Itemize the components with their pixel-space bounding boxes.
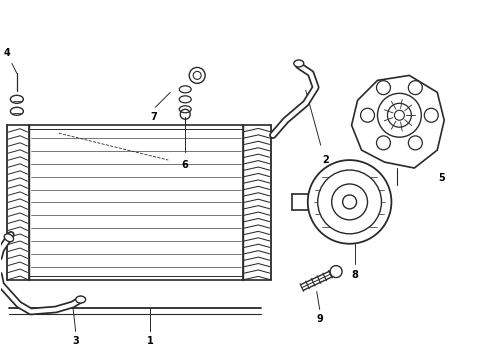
Ellipse shape (10, 95, 24, 103)
Circle shape (308, 160, 392, 244)
Circle shape (376, 136, 391, 150)
Text: 8: 8 (351, 270, 358, 280)
Circle shape (408, 136, 422, 150)
Text: 2: 2 (322, 155, 329, 165)
Circle shape (408, 81, 422, 95)
Text: 1: 1 (147, 336, 154, 346)
Circle shape (189, 67, 205, 84)
Circle shape (376, 81, 391, 95)
Circle shape (318, 170, 382, 234)
Circle shape (343, 195, 357, 209)
Circle shape (330, 266, 342, 278)
Circle shape (361, 108, 374, 122)
Text: 9: 9 (317, 314, 323, 324)
Circle shape (424, 108, 438, 122)
Ellipse shape (10, 107, 24, 115)
Ellipse shape (294, 60, 304, 67)
Text: 6: 6 (182, 160, 189, 170)
Text: 7: 7 (150, 112, 157, 122)
Circle shape (332, 184, 368, 220)
Text: 4: 4 (3, 49, 10, 58)
Text: 5: 5 (438, 173, 444, 183)
Circle shape (193, 71, 201, 80)
Ellipse shape (4, 234, 14, 242)
Text: 3: 3 (73, 336, 79, 346)
Ellipse shape (75, 296, 86, 303)
